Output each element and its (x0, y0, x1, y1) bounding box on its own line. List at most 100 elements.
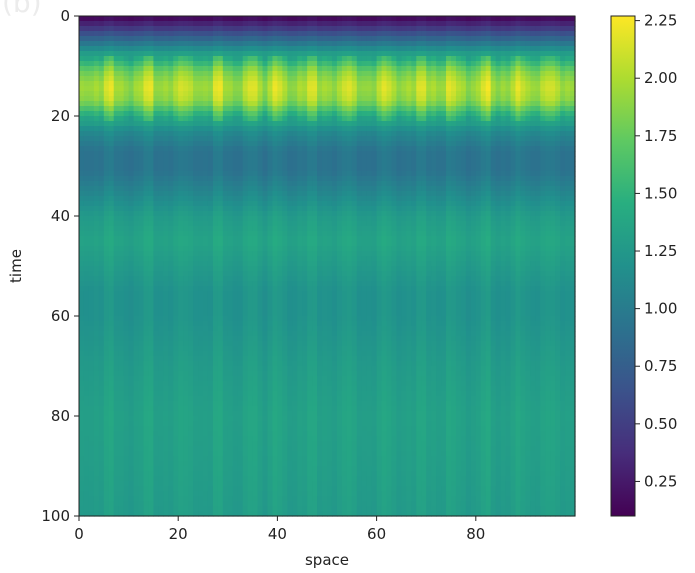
heatmap-cell (426, 126, 432, 132)
heatmap-cell (138, 21, 145, 27)
heatmap-cell (287, 151, 293, 157)
heatmap-cell (540, 236, 546, 242)
heatmap-cell (193, 111, 199, 117)
heatmap-cell (322, 261, 328, 267)
heatmap-cell (411, 46, 417, 52)
heatmap-cell (515, 126, 522, 132)
heatmap-cell (158, 196, 164, 202)
heatmap-cell (570, 41, 576, 47)
heatmap-cell (401, 91, 407, 97)
heatmap-cell (327, 91, 333, 97)
heatmap-cell (128, 136, 135, 142)
heatmap-cell (292, 251, 298, 257)
heatmap-cell (451, 141, 457, 147)
heatmap-cell (500, 176, 507, 182)
heatmap-cell (222, 131, 229, 137)
heatmap-cell (366, 36, 373, 42)
heatmap-cell (545, 51, 551, 57)
heatmap-cell (277, 216, 283, 222)
heatmap-cell (232, 81, 239, 87)
heatmap-cell (143, 176, 150, 182)
heatmap-cell (411, 226, 417, 232)
heatmap-cell (193, 236, 199, 242)
heatmap-cell (371, 76, 378, 82)
heatmap-cell (505, 211, 512, 217)
heatmap-cell (530, 171, 536, 177)
heatmap-cell (198, 76, 204, 82)
heatmap-cell (455, 156, 462, 162)
heatmap-cell (455, 246, 462, 252)
heatmap-cell (406, 141, 412, 147)
heatmap-cell (188, 66, 194, 72)
heatmap-cell (406, 41, 412, 47)
heatmap-cell (138, 131, 145, 137)
heatmap-cell (495, 136, 502, 142)
heatmap-cell (446, 16, 452, 22)
heatmap-cell (108, 226, 115, 232)
heatmap-cell (133, 21, 140, 27)
heatmap-cell (446, 126, 452, 132)
heatmap-cell (371, 186, 378, 192)
heatmap-cell (227, 91, 234, 97)
heatmap-cell (297, 66, 303, 72)
heatmap-cell (133, 206, 140, 212)
heatmap-cell (505, 166, 512, 172)
heatmap-cell (272, 121, 278, 127)
heatmap-cell (436, 61, 442, 67)
heatmap-cell (123, 126, 130, 132)
heatmap-cell (460, 31, 467, 37)
heatmap-cell (341, 216, 348, 222)
heatmap-cell (232, 51, 239, 57)
heatmap-cell (366, 161, 373, 167)
heatmap-cell (292, 31, 298, 37)
heatmap-cell (188, 261, 194, 267)
heatmap-cell (485, 66, 492, 72)
heatmap-cell (441, 226, 447, 232)
heatmap-cell (262, 96, 269, 102)
heatmap-cell (336, 181, 343, 187)
heatmap-cell (560, 121, 566, 127)
heatmap-cell (396, 261, 402, 267)
heatmap-cell (361, 51, 368, 57)
heatmap-cell (287, 41, 293, 47)
heatmap-cell (262, 26, 269, 32)
heatmap-cell (227, 111, 234, 117)
heatmap-cell (93, 221, 100, 227)
heatmap-cell (153, 71, 159, 77)
heatmap-cell (148, 66, 154, 72)
heatmap-cell (297, 251, 303, 257)
heatmap-cell (406, 26, 412, 32)
heatmap-cell (510, 76, 517, 82)
heatmap-cell (431, 51, 437, 57)
heatmap-cell (327, 141, 333, 147)
heatmap-cell (93, 136, 100, 142)
heatmap-cell (252, 46, 259, 52)
heatmap-cell (292, 21, 298, 27)
heatmap-cell (252, 241, 259, 247)
heatmap-cell (252, 101, 259, 107)
heatmap-cell (252, 21, 259, 27)
heatmap-cell (222, 251, 229, 257)
heatmap-cell (441, 16, 447, 22)
heatmap-cell (113, 126, 120, 132)
heatmap-cell (520, 81, 526, 87)
heatmap-cell (341, 26, 348, 32)
heatmap-cell (242, 161, 249, 167)
heatmap-cell (247, 101, 254, 107)
heatmap-cell (128, 46, 135, 52)
heatmap-cell (168, 261, 174, 267)
heatmap-cell (431, 156, 437, 162)
heatmap-cell (257, 236, 264, 242)
heatmap-cell (322, 156, 328, 162)
heatmap-cell (465, 56, 472, 62)
heatmap-cell (490, 156, 497, 162)
heatmap-cell (520, 71, 526, 77)
heatmap-cell (327, 66, 333, 72)
heatmap-cell (232, 16, 239, 22)
heatmap-cell (133, 136, 140, 142)
heatmap-cell (535, 101, 541, 107)
heatmap-cell (381, 146, 388, 152)
heatmap-cell (391, 96, 398, 102)
heatmap-cell (550, 136, 556, 142)
heatmap-cell (500, 116, 507, 122)
